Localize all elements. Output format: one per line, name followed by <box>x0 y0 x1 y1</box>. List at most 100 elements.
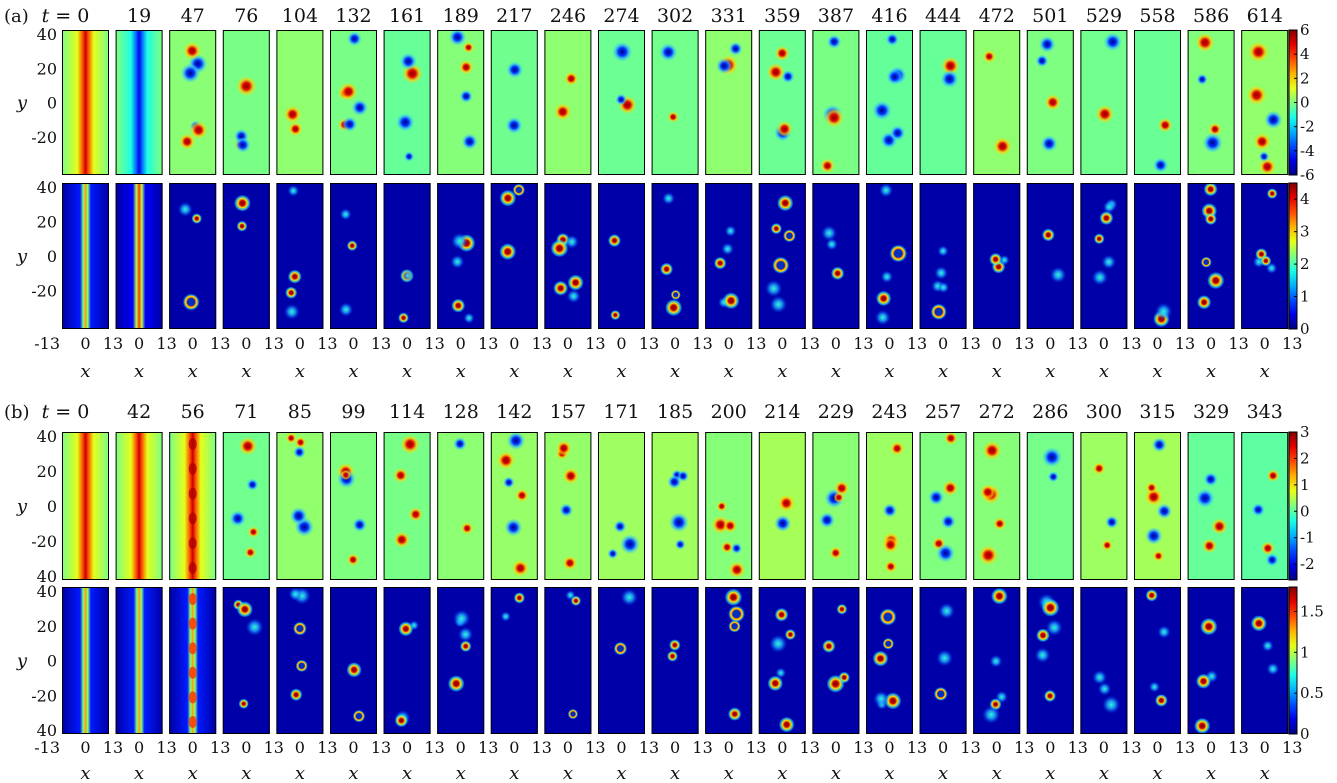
soliton-spot <box>941 56 960 75</box>
soliton-spot <box>889 244 908 263</box>
time-label-17: 472 <box>979 5 1015 27</box>
stripe-bead <box>188 642 197 655</box>
x-tick-label: 0 <box>1260 738 1270 757</box>
tile-background <box>598 432 645 580</box>
soliton-spot <box>556 440 572 456</box>
soliton-spot <box>670 289 681 300</box>
tile-frame <box>1080 183 1128 329</box>
x-tick-label: 0 <box>884 334 894 353</box>
soliton-spot <box>886 68 903 85</box>
heatmap-tile <box>115 432 163 580</box>
soliton-spot <box>989 252 1003 266</box>
soliton-spot <box>294 436 307 449</box>
x-axis-label: x <box>724 361 734 382</box>
stripe <box>63 30 108 175</box>
soliton-spot <box>934 266 948 280</box>
y-tick-label: 40 <box>37 178 57 197</box>
x-tick-label: 0 <box>188 334 198 353</box>
y-tick-label: 40 <box>37 721 57 740</box>
soliton-spot <box>884 560 897 573</box>
x-tick-label: 0 <box>80 738 90 757</box>
soliton-spot <box>769 295 788 314</box>
time-label-13: 214 <box>764 401 800 423</box>
tile-frame <box>383 183 431 329</box>
soliton-spot <box>461 133 478 150</box>
colorbar-tick-label: 4 <box>1300 190 1310 208</box>
time-label-12: 331 <box>711 5 747 27</box>
tile-frame <box>330 183 377 329</box>
tile-frame <box>169 183 217 329</box>
soliton-spot <box>398 621 414 637</box>
soliton-spot <box>982 705 1001 724</box>
colorbar-tick-label: 1.5 <box>1300 603 1324 621</box>
colorbar-tick-label: 0.5 <box>1300 684 1324 702</box>
soliton-spot <box>938 602 955 620</box>
soliton-spot <box>610 310 621 321</box>
soliton-spot <box>506 61 524 79</box>
tile-background <box>383 432 431 580</box>
soliton-spot <box>1036 628 1050 643</box>
tile-frame <box>62 183 109 329</box>
soliton-spot <box>463 312 475 324</box>
x-axis-label: x <box>563 763 573 783</box>
tile-frame <box>437 30 485 175</box>
soliton-spot <box>830 266 845 280</box>
tile-background <box>812 587 860 734</box>
soliton-spot <box>287 184 300 197</box>
tile-frame <box>544 432 592 580</box>
soliton-spot <box>824 108 844 128</box>
x-tick-label: 0 <box>295 334 305 353</box>
tile-frame <box>437 183 485 329</box>
x-tick-label: 0 <box>509 334 519 353</box>
heatmap-tile <box>1080 183 1128 329</box>
soliton-spot <box>289 688 303 702</box>
x-axis-label: x <box>1206 361 1216 382</box>
x-tick-label: 13 <box>585 738 605 757</box>
soliton-spot <box>553 280 569 296</box>
tile-frame <box>651 183 699 329</box>
tile-background <box>437 587 485 734</box>
heatmap-tile <box>383 183 431 329</box>
time-label-17: 272 <box>979 401 1015 423</box>
soliton-spot <box>716 58 733 74</box>
soliton-spot <box>347 553 360 566</box>
x-axis-label: x <box>295 763 305 783</box>
colorbar-tick-label: -1 <box>1300 529 1315 547</box>
colorbar-tick-label: 0 <box>1300 725 1310 743</box>
x-axis-label: x <box>884 763 894 783</box>
stripe <box>170 587 216 734</box>
x-tick-label: 13 <box>1068 334 1088 353</box>
x-axis-label: x <box>134 763 144 783</box>
soliton-spot <box>607 234 621 248</box>
x-tick-label: 0 <box>241 738 251 757</box>
soliton-spot <box>229 510 246 527</box>
x-tick-label: 13 <box>371 334 391 353</box>
time-label-22: 614 <box>1247 5 1283 27</box>
heatmap-tile <box>1134 432 1181 580</box>
soliton-spot <box>1157 625 1171 639</box>
x-tick-label: 0 <box>616 334 626 353</box>
soliton-spot <box>1154 694 1168 707</box>
x-axis-label: x <box>80 763 90 783</box>
tile-frame <box>598 432 645 580</box>
x-tick-label: 13 <box>317 738 337 757</box>
soliton-spot <box>1264 110 1283 129</box>
soliton-spot <box>1050 266 1067 283</box>
colorbar-tick-label: 2 <box>1300 449 1310 467</box>
heatmap-tile <box>490 587 538 734</box>
tile-frame <box>330 432 377 580</box>
soliton-spot <box>836 603 848 615</box>
soliton-spot <box>766 63 785 81</box>
x-tick-label: 0 <box>1206 738 1216 757</box>
soliton-spot <box>1044 94 1061 111</box>
soliton-spot <box>834 480 850 496</box>
soliton-spot <box>246 478 259 491</box>
tile-frame <box>758 587 806 734</box>
soliton-spot <box>778 494 795 512</box>
tile-frame <box>1026 30 1074 175</box>
tile-background <box>705 30 753 175</box>
heatmap-tile <box>651 587 699 734</box>
time-label-9: 157 <box>550 401 586 423</box>
x-axis-label: x <box>831 361 841 382</box>
tile-frame <box>919 30 967 175</box>
